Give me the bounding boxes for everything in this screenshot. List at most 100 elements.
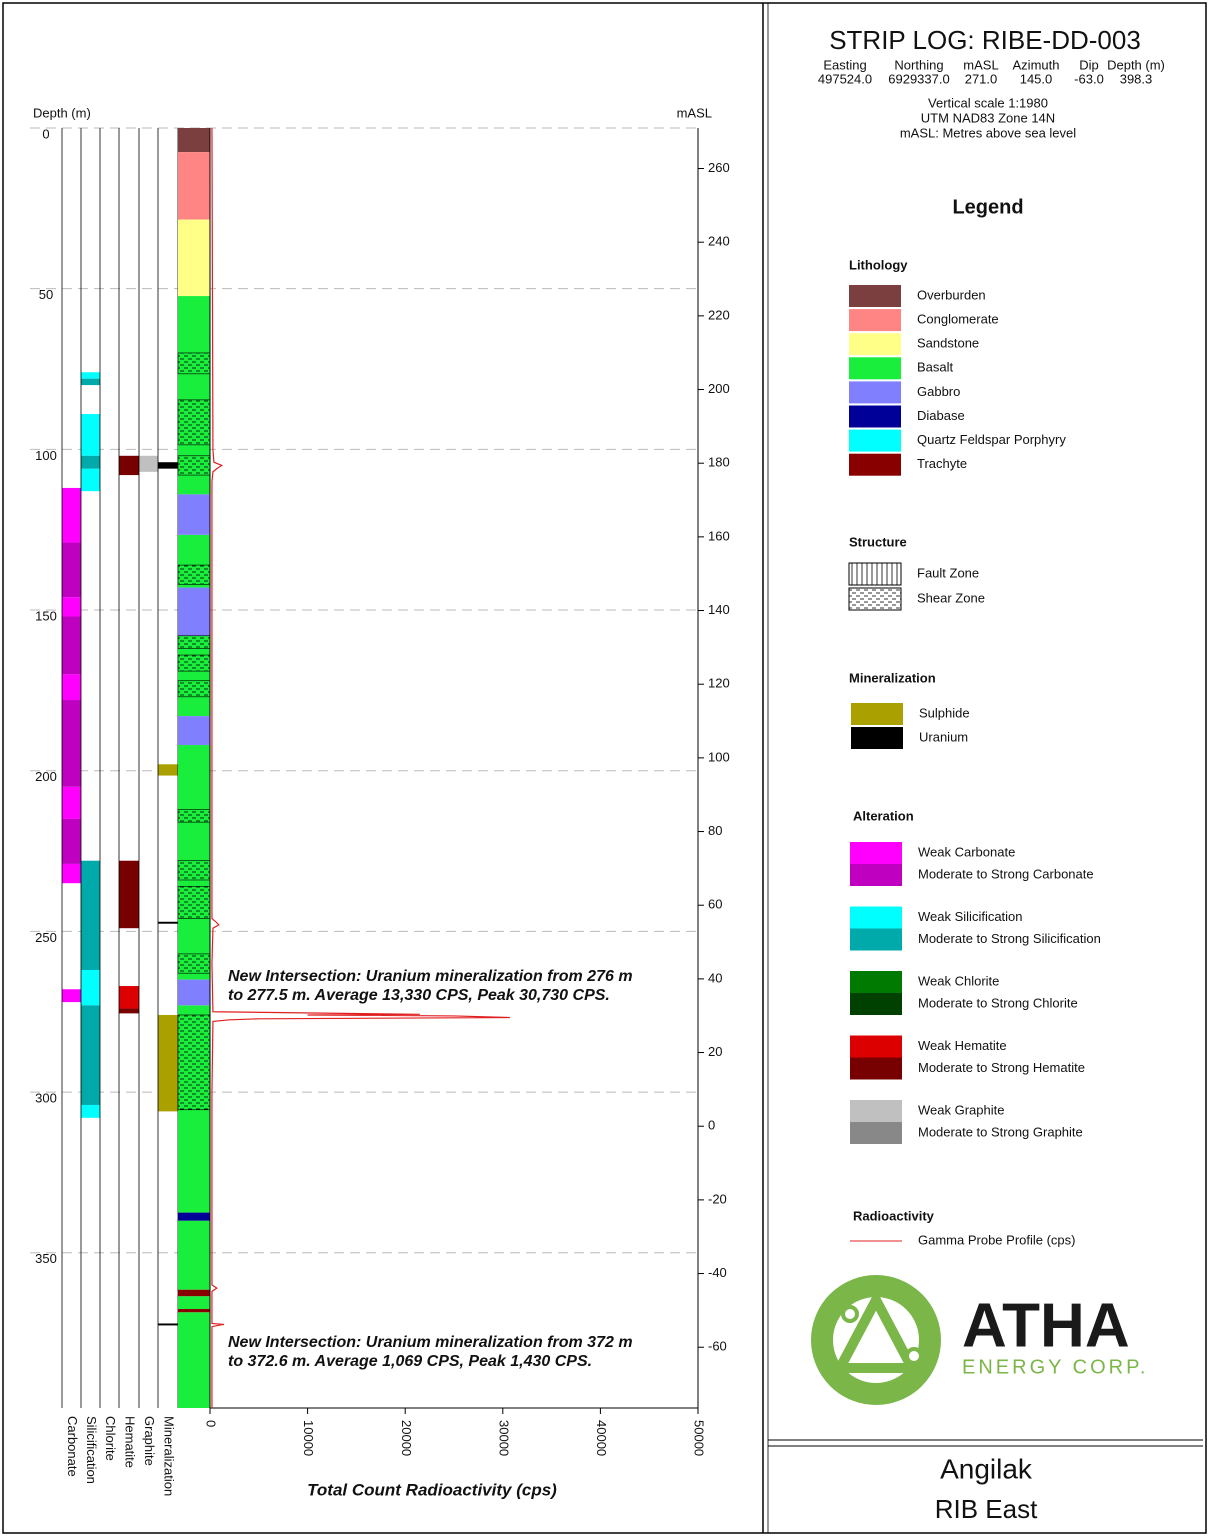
legend-swatch [850, 1057, 902, 1080]
y2-tick-label: 60 [708, 897, 722, 912]
header-value: 145.0 [1020, 71, 1053, 86]
alteration-interval [81, 1104, 100, 1118]
lithology-interval [178, 1309, 210, 1313]
alteration-interval [139, 455, 158, 472]
structure-interval [177, 860, 211, 881]
structure-interval [177, 654, 211, 672]
legend-swatch [849, 333, 901, 356]
legend-label: Weak Carbonate [918, 844, 1015, 859]
y2-tick-label: 0 [708, 1118, 715, 1133]
structure-interval [177, 1014, 211, 1111]
y-tick-label: 300 [35, 1091, 57, 1106]
y2-tick-label: 260 [708, 160, 730, 175]
legend-label: Fault Zone [917, 565, 979, 580]
header-value: -63.0 [1074, 71, 1104, 86]
y2-tick-label: 80 [708, 823, 722, 838]
legend-title: Legend [952, 196, 1023, 218]
legend-swatch [850, 1035, 902, 1058]
gamma-profile [211, 127, 510, 1408]
structure-interval [177, 564, 211, 585]
y2-tick-label: 180 [708, 455, 730, 470]
legend-swatch [850, 928, 902, 951]
y-tick-label: 350 [35, 1251, 57, 1266]
y-axis-label: Depth (m) [33, 105, 91, 120]
structure-interval [177, 680, 211, 698]
y2-tick-label: 200 [708, 381, 730, 396]
alteration-interval [119, 1008, 139, 1014]
x-tick-label: 40000 [594, 1420, 609, 1456]
legend-swatch [850, 971, 902, 993]
x-tick-label: 0 [204, 1420, 219, 1427]
header-note: mASL: Metres above sea level [900, 125, 1076, 140]
header-value: 6929337.0 [888, 71, 949, 86]
alteration-interval [158, 921, 178, 924]
legend-label: Moderate to Strong Graphite [918, 1124, 1083, 1139]
legend-label: Weak Silicification [918, 909, 1023, 924]
legend-label: Overburden [917, 287, 986, 302]
column-label: Mineralization [162, 1416, 177, 1496]
footer-project: Angilak [940, 1453, 1033, 1484]
y2-tick-label: -60 [708, 1339, 727, 1354]
header-label: Northing [894, 57, 943, 72]
alteration-interval [119, 860, 139, 929]
alteration-interval [62, 700, 81, 787]
lithology-interval [178, 1289, 210, 1297]
logo-dot [905, 1347, 923, 1365]
logo-ring [811, 1275, 941, 1405]
lithology-interval [178, 1296, 210, 1310]
alteration-interval [158, 462, 178, 469]
legend-swatch [849, 381, 901, 404]
alteration-interval [62, 674, 81, 701]
structure-interval [177, 635, 211, 649]
header-note: UTM NAD83 Zone 14N [921, 110, 1055, 125]
column-label: Hematite [123, 1416, 138, 1468]
structure-interval [177, 886, 211, 919]
annotation: New Intersection: Uranium mineralization… [228, 1334, 633, 1351]
annotation: to 372.6 m. Average 1,069 CPS, Peak 1,43… [228, 1353, 592, 1370]
legend-swatch [849, 405, 901, 428]
logo-triangle [831, 1289, 921, 1373]
alteration-interval [81, 860, 100, 970]
annotation: New Intersection: Uranium mineralization… [228, 968, 633, 985]
x-tick-label: 20000 [399, 1420, 414, 1456]
legend-swatch [849, 309, 901, 332]
legend-label: Moderate to Strong Silicification [918, 931, 1101, 946]
legend-swatch [849, 285, 901, 307]
title: STRIP LOG: RIBE-DD-003 [829, 25, 1141, 55]
logo-dot [841, 1305, 859, 1323]
alteration-interval [158, 1014, 178, 1112]
legend-heading: Radioactivity [853, 1208, 935, 1223]
legend-label: Uranium [919, 729, 968, 744]
y2-tick-label: 140 [708, 602, 730, 617]
legend-label: Trachyte [917, 456, 967, 471]
lithology-interval [178, 152, 210, 220]
structure-interval [177, 399, 211, 446]
lithology-interval [178, 219, 210, 297]
alteration-interval [81, 1005, 100, 1105]
legend-swatch [849, 453, 901, 476]
alteration-interval [62, 786, 81, 819]
alteration-interval [62, 989, 81, 1003]
legend-label: Quartz Feldspar Porphyry [917, 432, 1066, 447]
alteration-interval [158, 764, 178, 776]
lithology-interval [178, 494, 210, 535]
legend-label: Weak Chlorite [918, 973, 999, 988]
column-label: Graphite [142, 1416, 157, 1466]
y2-tick-label: 240 [708, 234, 730, 249]
column-label: Silicification [84, 1416, 99, 1484]
legend-label: Weak Graphite [918, 1102, 1004, 1117]
legend-swatch [849, 429, 901, 452]
y2-tick-label: 100 [708, 749, 730, 764]
legend-label: Shear Zone [917, 590, 985, 605]
legend-label: Conglomerate [917, 312, 999, 327]
legend-swatch [851, 703, 903, 725]
legend-label: Sandstone [917, 336, 979, 351]
legend-swatch [850, 1100, 902, 1122]
x-tick-label: 50000 [692, 1420, 707, 1456]
legend-heading: Mineralization [849, 670, 936, 685]
lithology-interval [178, 1312, 210, 1408]
lithology-interval [178, 1220, 210, 1290]
lithology-interval [178, 979, 210, 1006]
legend-swatch [848, 587, 902, 611]
